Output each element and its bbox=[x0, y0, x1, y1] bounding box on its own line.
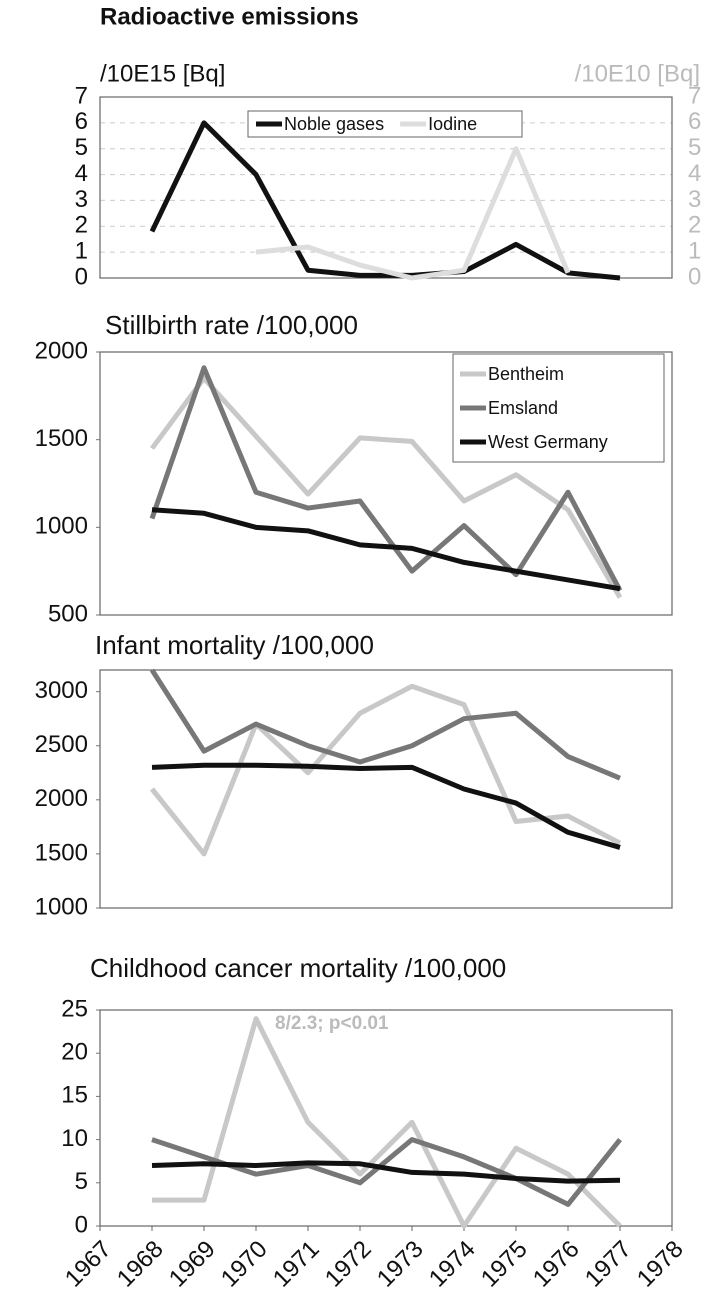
series-line bbox=[149, 365, 623, 592]
y-tick-label: 4 bbox=[75, 160, 88, 187]
y-tick-label: 5 bbox=[75, 134, 88, 161]
chart-title: Radioactive emissions bbox=[100, 3, 359, 30]
y-tick-label: 5 bbox=[75, 1168, 88, 1195]
x-tick-label: 1973 bbox=[372, 1236, 429, 1293]
legend-box bbox=[452, 353, 665, 463]
plot-frame bbox=[99, 96, 673, 279]
y-tick-label: 0 bbox=[75, 263, 88, 290]
chart-title: Infant mortality /100,000 bbox=[95, 630, 374, 660]
y-tick-label: 10 bbox=[61, 1125, 88, 1152]
y2-axis-label: /10E10 [Bq] bbox=[575, 60, 700, 87]
y-tick-label: 15 bbox=[61, 1082, 88, 1109]
x-tick-label: 1971 bbox=[268, 1236, 325, 1293]
y-tick-label: 0 bbox=[75, 1211, 88, 1238]
x-tick-label: 1975 bbox=[476, 1236, 533, 1293]
series-line bbox=[149, 668, 621, 781]
plot-frame bbox=[99, 669, 673, 909]
x-tick-label: 1977 bbox=[580, 1236, 637, 1293]
y-tick-label: 1000 bbox=[35, 513, 88, 540]
legend-label: Noble gases bbox=[284, 114, 384, 134]
y-tick-label: 2000 bbox=[35, 337, 88, 364]
y2-tick-label: 5 bbox=[688, 134, 701, 161]
y-tick-label: 500 bbox=[48, 600, 88, 627]
y2-tick-label: 4 bbox=[688, 160, 701, 187]
y2-tick-label: 0 bbox=[688, 263, 701, 290]
plot-frame bbox=[99, 1009, 673, 1227]
series-line bbox=[151, 762, 621, 850]
y-tick-label: 1000 bbox=[35, 893, 88, 920]
legend-label: Iodine bbox=[428, 114, 477, 134]
series-line bbox=[149, 375, 623, 599]
series-line bbox=[255, 146, 571, 281]
x-tick-label: 1969 bbox=[164, 1236, 221, 1293]
series-line bbox=[151, 507, 621, 592]
x-tick-label: 1967 bbox=[60, 1236, 117, 1293]
plot-frame bbox=[99, 351, 673, 616]
x-tick-label: 1976 bbox=[528, 1236, 585, 1293]
y2-tick-label: 1 bbox=[688, 237, 701, 264]
x-tick-label: 1972 bbox=[320, 1236, 377, 1293]
series-line bbox=[152, 1016, 622, 1229]
y2-tick-label: 3 bbox=[688, 186, 701, 213]
legend-box bbox=[247, 110, 523, 138]
legend-label: Bentheim bbox=[488, 364, 564, 384]
x-tick-label: 1974 bbox=[424, 1236, 481, 1293]
series-line bbox=[151, 1160, 621, 1184]
x-tick-label: 1968 bbox=[112, 1236, 169, 1293]
y-tick-label: 25 bbox=[61, 995, 88, 1022]
annotation: 8/2.3; p<0.01 bbox=[275, 1013, 389, 1034]
x-tick-label: 1970 bbox=[216, 1236, 273, 1293]
y-tick-label: 1 bbox=[75, 237, 88, 264]
y-tick-label: 20 bbox=[61, 1039, 88, 1066]
x-tick-label: 1978 bbox=[632, 1236, 689, 1293]
y2-tick-label: 7 bbox=[688, 82, 701, 109]
chart-title: Stillbirth rate /100,000 bbox=[105, 310, 358, 340]
y2-tick-label: 2 bbox=[688, 212, 701, 239]
chart-title: Childhood cancer mortality /100,000 bbox=[90, 953, 506, 983]
y-tick-label: 6 bbox=[75, 108, 88, 135]
y-tick-label: 2 bbox=[75, 212, 88, 239]
y-axis-label: /10E15 [Bq] bbox=[100, 60, 225, 87]
y-tick-label: 1500 bbox=[35, 425, 88, 452]
y-tick-label: 2000 bbox=[35, 785, 88, 812]
legend-label: West Germany bbox=[488, 432, 608, 452]
y2-tick-label: 6 bbox=[688, 108, 701, 135]
series-line bbox=[149, 120, 621, 281]
legend-label: Emsland bbox=[488, 398, 558, 418]
y-tick-label: 3 bbox=[75, 186, 88, 213]
y-tick-label: 2500 bbox=[35, 731, 88, 758]
y-tick-label: 3000 bbox=[35, 677, 88, 704]
y-tick-label: 1500 bbox=[35, 839, 88, 866]
y-tick-label: 7 bbox=[75, 82, 88, 109]
